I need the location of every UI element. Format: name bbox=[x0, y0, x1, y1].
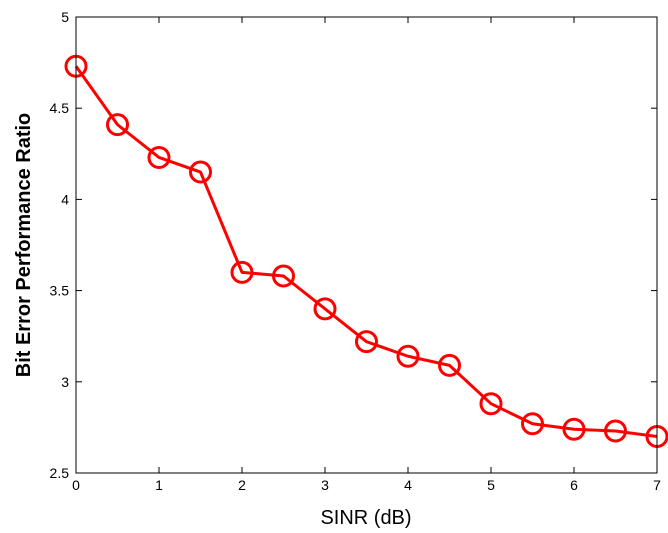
x-tick-label: 6 bbox=[570, 477, 578, 493]
data-point bbox=[562, 417, 586, 441]
x-axis-title: SINR (dB) bbox=[320, 507, 411, 529]
x-tick-label: 7 bbox=[653, 477, 661, 493]
data-point bbox=[604, 419, 627, 443]
y-axis-title: Bit Error Performance Ratio bbox=[13, 113, 35, 378]
y-tick-label: 3 bbox=[61, 374, 69, 390]
data-point bbox=[313, 297, 337, 321]
y-tick-label: 5 bbox=[61, 9, 69, 25]
plot-frame bbox=[75, 16, 658, 474]
x-tick-label: 3 bbox=[321, 477, 329, 493]
data-point bbox=[106, 113, 129, 137]
x-tick-label: 1 bbox=[155, 477, 163, 493]
data-point bbox=[355, 330, 378, 354]
data-point bbox=[147, 145, 171, 169]
data-point bbox=[396, 344, 420, 368]
data-point bbox=[189, 160, 212, 184]
x-tick-label: 4 bbox=[404, 477, 412, 493]
data-point bbox=[479, 392, 503, 416]
series-line bbox=[74, 65, 658, 439]
ticks-layer: 0 1 2 3 4 5 6 7 2.5 3 3.5 4 4.5 5 bbox=[50, 9, 662, 493]
series-layer bbox=[64, 54, 668, 449]
y-tick-label: 3.5 bbox=[50, 283, 70, 299]
x-tick-label: 2 bbox=[238, 477, 246, 493]
data-point bbox=[521, 412, 544, 436]
y-tick-label: 2.5 bbox=[50, 465, 70, 481]
y-tick-label: 4.5 bbox=[50, 100, 70, 116]
y-tick-label: 4 bbox=[61, 191, 69, 207]
plot-area bbox=[76, 17, 657, 473]
data-point bbox=[272, 264, 295, 288]
data-point bbox=[438, 353, 461, 377]
x-tick-label: 5 bbox=[487, 477, 495, 493]
data-point bbox=[230, 260, 254, 284]
x-tick-label: 0 bbox=[72, 477, 80, 493]
